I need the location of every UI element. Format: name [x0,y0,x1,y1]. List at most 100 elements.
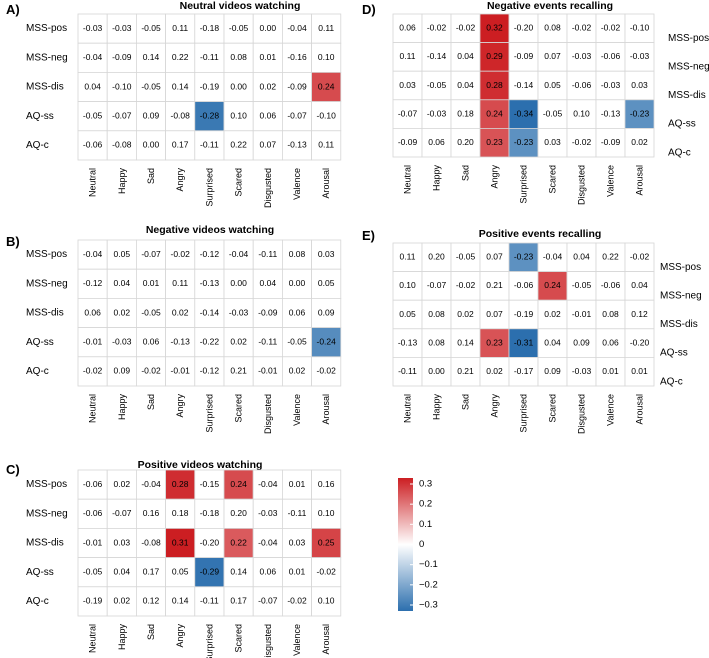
cell-value: 0.12 [143,596,160,606]
column-label: Scared [548,394,558,423]
cell-value: -0.19 [514,309,534,319]
heatmap-cell [223,297,254,328]
cell-value: 0.17 [172,140,189,150]
cell-value: 0.03 [544,137,561,147]
heatmap-cell [165,72,196,103]
cell-value: -0.19 [83,596,103,606]
heatmap-cell [106,528,137,559]
heatmap-cell [281,469,312,500]
cell-value: 0.20 [428,252,445,262]
cell-value: 0.07 [486,252,503,262]
column-label: Angry [175,168,185,192]
cell-value: 0.10 [318,52,335,62]
cell-value: -0.23 [514,252,534,262]
cell-value: -0.11 [398,366,417,376]
heatmap-cell [106,13,137,44]
cell-value: -0.10 [630,23,650,33]
heatmap-cell [311,327,342,358]
cell-value: 0.14 [143,52,160,62]
cell-value: -0.01 [83,537,103,547]
cell-value: -0.12 [200,366,220,376]
cell-value: 0.14 [457,337,474,347]
column-label: Arousal [635,165,645,196]
cell-value: 0.08 [544,23,561,33]
cell-value: -0.20 [200,537,220,547]
cell-value: -0.02 [287,596,307,606]
cell-value: -0.06 [83,140,103,150]
cell-value: 0.04 [544,337,561,347]
cell-value: -0.06 [601,280,621,290]
heatmap-cell [252,469,283,500]
cell-value: 0.01 [602,366,619,376]
cell-value: -0.01 [171,366,191,376]
heatmap-cell [392,299,423,330]
cell-value: -0.20 [630,337,650,347]
heatmap-cell [479,42,510,72]
heatmap-cell [537,271,568,301]
cell-value: -0.03 [83,23,103,33]
cell-value: -0.05 [229,23,249,33]
cell-value: -0.11 [258,249,277,259]
heatmap-cell [566,271,597,301]
heatmap-cell [252,557,283,588]
cell-value: -0.08 [112,140,132,150]
row-label: MSS-neg [26,508,68,519]
column-label: Arousal [321,168,331,199]
heatmap-cell [450,13,481,44]
heatmap-cell [135,498,166,529]
heatmap-cell [165,239,196,270]
row-label: AQ-c [26,366,49,377]
column-label: Angry [490,165,500,189]
colorbar-tick-label: 0 [419,539,424,550]
cell-value: -0.02 [456,280,476,290]
cell-value: 0.04 [114,566,131,576]
cell-value: 0.06 [84,307,101,317]
panel-label-a: A) [6,2,20,17]
heatmap-cell [106,239,137,270]
panel-label-d: D) [362,2,376,17]
heatmap-cell [508,127,539,158]
column-label: Sad [146,168,156,184]
cell-value: 0.21 [457,366,474,376]
heatmap-cell [450,70,481,101]
heatmap-cell [566,356,597,387]
row-label: AQ-ss [26,111,54,122]
cell-value: -0.23 [630,108,650,118]
cell-value: 0.04 [260,278,277,288]
cell-value: 0.05 [399,309,416,319]
cell-value: 0.02 [114,307,131,317]
heatmap-cell [77,297,108,328]
cell-value: -0.14 [200,307,220,317]
heatmap-cell [566,70,597,101]
cell-value: -0.23 [514,137,534,147]
cell-value: -0.06 [601,51,621,61]
cell-value: 0.10 [399,280,416,290]
heatmap-cell [566,328,597,358]
heatmap-cell [281,13,312,44]
row-label: MSS-dis [668,90,706,101]
cell-value: -0.12 [83,278,103,288]
cell-value: -0.04 [258,537,278,547]
cell-value: 0.11 [400,51,416,61]
cell-value: 0.03 [318,249,335,259]
cell-value: 0.08 [230,52,247,62]
heatmap-cell [537,42,568,72]
heatmap-cell [223,498,254,529]
row-label: MSS-dis [26,82,64,93]
heatmap-cell [194,586,225,617]
cell-value: 0.03 [114,537,131,547]
heatmap-cell [595,13,626,44]
cell-value: 0.24 [486,108,503,118]
cell-value: -0.03 [572,366,592,376]
heatmap-cell [508,356,539,387]
column-label: Valence [292,624,302,656]
panel-label-b: B) [6,234,20,249]
cell-value: -0.02 [572,23,592,33]
row-label: AQ-c [668,147,691,158]
cell-value: 0.01 [143,278,160,288]
colorbar [398,478,413,611]
row-label: AQ-ss [26,567,54,578]
cell-value: 0.09 [544,366,561,376]
